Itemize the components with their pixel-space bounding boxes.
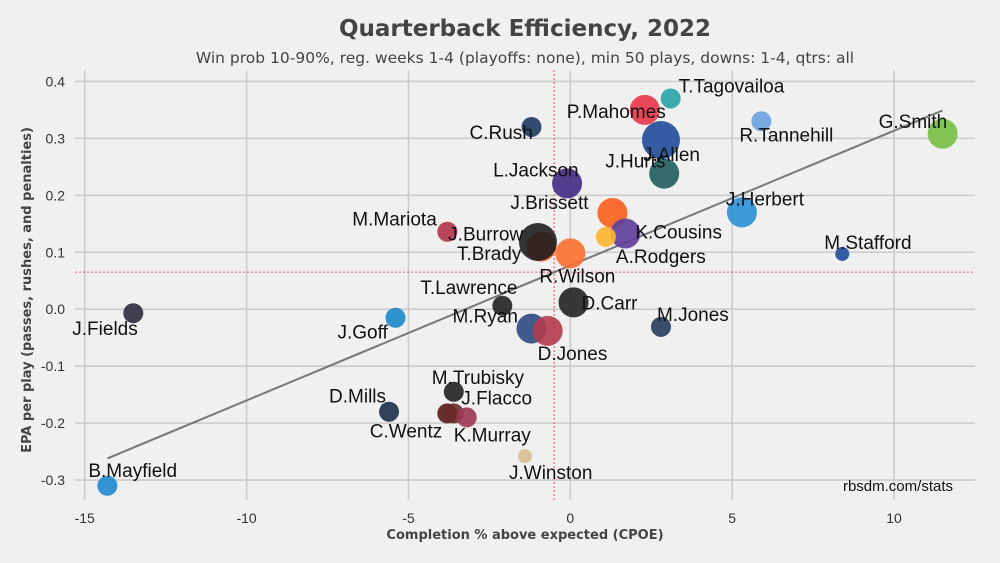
point-label: R.Tannehill <box>739 125 833 146</box>
y-tick-label: -0.2 <box>41 415 65 431</box>
point-label: T.Brady <box>457 244 522 265</box>
point-t-tagovailoa <box>660 88 681 109</box>
point-label: L.Jackson <box>493 160 579 181</box>
point-label: T.Tagovailoa <box>679 76 785 97</box>
x-tick-label: 0 <box>566 510 574 526</box>
point-r-wilson <box>555 238 586 269</box>
point-label: M.Ryan <box>452 307 517 328</box>
chart-subtitle: Win prob 10-90%, reg. weeks 1-4 (playoff… <box>196 49 854 67</box>
point-m-mariota <box>437 221 458 242</box>
point-label: J.Herbert <box>726 189 805 210</box>
point-label: D.Jones <box>538 344 608 365</box>
point-label: M.Trubisky <box>432 368 525 389</box>
y-tick-label: 0.0 <box>46 301 66 317</box>
point-label: G.Smith <box>879 112 948 133</box>
point-label: J.Hurts <box>605 152 665 173</box>
point-label: R.Wilson <box>539 266 615 287</box>
point-j-goff <box>385 307 406 328</box>
point-label: J.Goff <box>338 323 389 344</box>
point-label: C.Wentz <box>370 421 443 442</box>
point-j-allen <box>641 121 680 160</box>
point-d-carr <box>558 287 589 318</box>
point-label: K.Murray <box>454 425 532 446</box>
source-credit: rbsdm.com/stats <box>843 478 953 495</box>
point-label: M.Mariota <box>352 210 437 231</box>
point-p-mahomes <box>629 94 660 125</box>
point-label: M.Stafford <box>824 233 911 254</box>
tick-labels: -15 -10 -5 0 5 10 -0.3 -0.2 -0.1 0.0 0.1 0.2 0.3 0.4 <box>41 73 902 526</box>
point-label: J.Flacco <box>461 388 532 409</box>
x-tick-label: 5 <box>728 510 736 526</box>
point-r-tannehill <box>751 111 772 132</box>
data-points <box>97 88 958 496</box>
point-label: J.Winston <box>509 463 592 484</box>
reference-lines <box>75 70 975 500</box>
point-t-brady <box>518 223 557 261</box>
x-tick-label: -5 <box>402 510 415 526</box>
y-axis-label: EPA per play (passes, rushes, and penalt… <box>20 127 35 453</box>
point-c-rush <box>521 116 542 137</box>
x-tick-label: -10 <box>236 510 256 526</box>
y-tick-label: 0.1 <box>46 244 66 260</box>
x-axis-label: Completion % above expected (CPOE) <box>386 528 663 543</box>
y-tick-label: -0.3 <box>41 472 65 488</box>
point-label: J.Allen <box>643 145 700 166</box>
point-label: J.Fields <box>72 319 137 340</box>
y-tick-label: 0.3 <box>46 130 66 146</box>
point-g-smith <box>927 118 958 149</box>
point-j-winston <box>518 449 532 464</box>
point-a-rodgers <box>595 226 616 247</box>
y-tick-label: 0.2 <box>46 187 66 203</box>
point-d-mills <box>379 401 400 422</box>
y-tick-label: -0.1 <box>41 358 65 374</box>
point-j-hurts <box>649 158 680 189</box>
point-label: M.Jones <box>657 305 729 326</box>
point-label: D.Mills <box>329 387 386 408</box>
point-k-cousins <box>610 218 641 249</box>
point-label: B.Mayfield <box>88 461 177 482</box>
point-l-jackson <box>552 168 583 199</box>
point-label: D.Carr <box>582 293 639 314</box>
point-label: C.Rush <box>469 123 532 144</box>
point-label: J.Burrow <box>448 225 523 246</box>
point-m-stafford <box>835 246 850 261</box>
point-label: T.Lawrence <box>420 278 517 299</box>
point-m-jones <box>650 316 671 337</box>
point-t-lawrence <box>492 295 513 316</box>
point-label: A.Rodgers <box>616 247 706 268</box>
point-d-jones <box>532 315 563 346</box>
x-tick-label: -15 <box>75 510 95 526</box>
y-tick-label: 0.4 <box>46 73 66 89</box>
point-b-mayfield <box>97 475 118 496</box>
point-labels: T.Tagovailoa P.Mahomes C.Rush R.Tannehill G.… <box>72 76 947 484</box>
x-tick-label: 10 <box>886 510 902 526</box>
trend-line <box>106 109 944 460</box>
point-j-fields <box>123 303 144 324</box>
point-label: P.Mahomes <box>567 102 666 123</box>
point-label: K.Cousins <box>635 222 722 243</box>
chart-title: Quarterback Efficiency, 2022 <box>339 16 711 42</box>
point-j-herbert <box>726 197 757 228</box>
point-label: J.Brissett <box>510 193 589 214</box>
point-k-murray <box>456 407 477 428</box>
point-m-trubisky <box>443 381 464 402</box>
